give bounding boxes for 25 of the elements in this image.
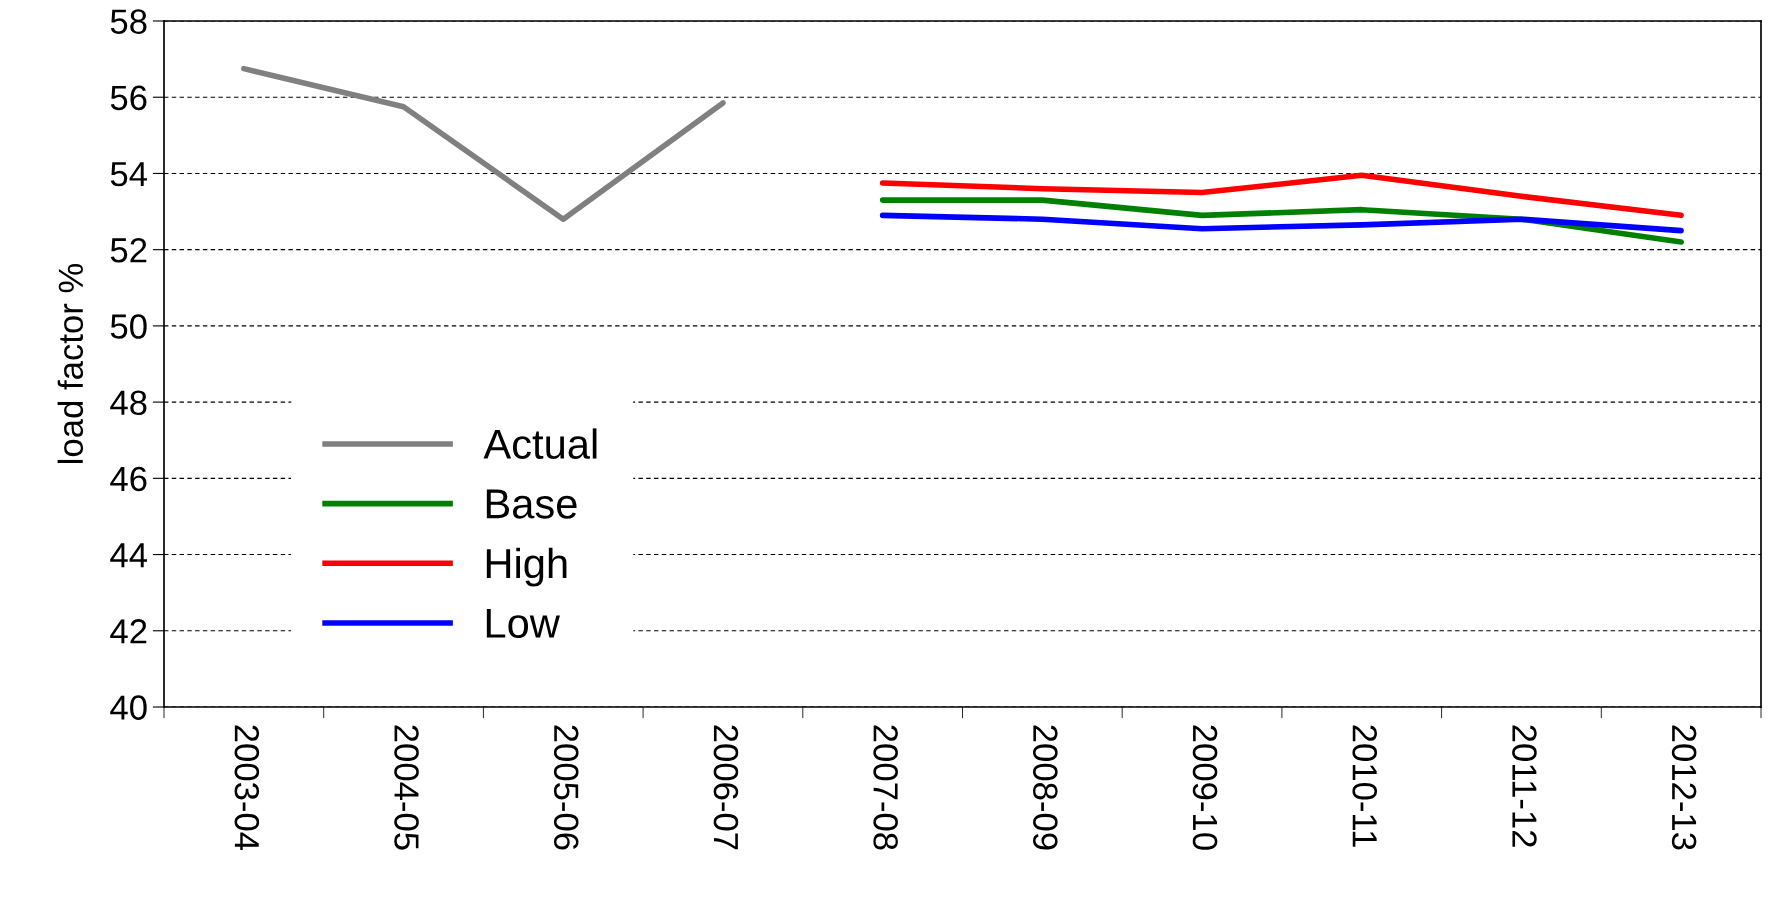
x-tick-label: 2010-11 bbox=[1352, 725, 1378, 847]
x-tick-label: 2011-12 bbox=[1512, 725, 1537, 847]
x-tick-label: 2009-10 bbox=[1192, 725, 1218, 850]
y-tick-label: 42 bbox=[110, 619, 147, 644]
y-tick-label: 58 bbox=[110, 9, 147, 34]
legend-label: Base bbox=[486, 489, 577, 519]
y-tick-label: 56 bbox=[110, 85, 147, 111]
y-tick-label: 52 bbox=[110, 238, 147, 263]
x-tick-label: 2006-07 bbox=[713, 725, 739, 850]
x-tick-label: 2008-09 bbox=[1033, 725, 1058, 850]
y-tick-label: 40 bbox=[110, 695, 147, 720]
y-tick-label: 44 bbox=[110, 543, 148, 568]
x-tick-label: 2007-08 bbox=[873, 725, 898, 850]
legend-label: Low bbox=[486, 608, 560, 638]
y-axis-title: load factor % bbox=[57, 263, 84, 463]
y-tick-label: 48 bbox=[110, 390, 147, 416]
y-tick-label: 50 bbox=[110, 314, 147, 339]
x-tick-label: 2012-13 bbox=[1671, 725, 1697, 850]
x-tick-label: 2005-06 bbox=[553, 725, 579, 850]
x-tick-label: 2004-05 bbox=[394, 725, 419, 850]
x-tick-label: 2003-04 bbox=[234, 725, 260, 851]
legend-label: High bbox=[486, 547, 567, 587]
legend-label: Actual bbox=[483, 428, 597, 459]
y-tick-label: 54 bbox=[110, 162, 148, 187]
y-tick-label: 46 bbox=[110, 466, 147, 492]
